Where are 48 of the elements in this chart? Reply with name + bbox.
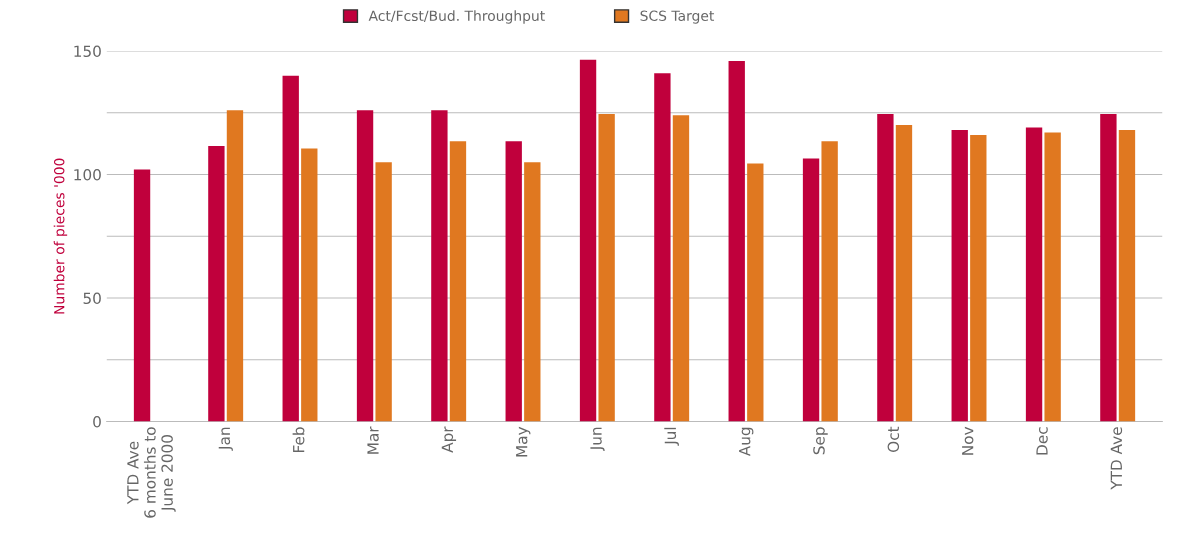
- bar: [133, 169, 151, 422]
- bar: [1118, 130, 1136, 422]
- bar: [598, 114, 615, 422]
- legend-label: Act/Fcst/Bud. Throughput: [368, 10, 545, 24]
- bar: [524, 162, 541, 422]
- x-tick-label: Apr: [441, 426, 457, 453]
- x-tick-label: Feb: [292, 427, 305, 452]
- legend-label: SCS Target: [640, 10, 715, 24]
- x-tick-label: Jul: [664, 427, 679, 446]
- bar: [579, 59, 597, 422]
- y-tick-label: 50: [83, 292, 101, 305]
- x-tick-label: Mar: [367, 426, 379, 454]
- x-tick-label: Dec: [1036, 427, 1048, 455]
- y-tick-label: 0: [93, 416, 101, 428]
- bar: [1044, 132, 1061, 422]
- y-tick-label: 150: [74, 45, 101, 58]
- bar: [301, 148, 318, 422]
- bar: [505, 141, 522, 422]
- x-tick-label: YTD Ave: [1110, 427, 1123, 490]
- x-tick-label: May: [516, 426, 531, 457]
- bar: [1025, 127, 1043, 422]
- y-axis-title: Number of pieces '000: [53, 158, 68, 314]
- bar: [208, 146, 225, 422]
- bar: [728, 60, 745, 422]
- x-tick-label: Jan: [218, 427, 233, 451]
- bar: [672, 115, 690, 422]
- bar: [970, 135, 987, 422]
- bar: [747, 163, 764, 422]
- bar: [226, 110, 244, 422]
- x-tick-label: YTD Ave 6 months to June 2000: [127, 427, 176, 518]
- bar: [1100, 114, 1117, 422]
- bar: [356, 110, 374, 422]
- bar: [449, 141, 467, 422]
- bar: [431, 110, 448, 422]
- bar: [821, 141, 838, 422]
- x-tick-label: Nov: [962, 426, 974, 455]
- x-tick-label: Oct: [887, 426, 900, 452]
- bar: [895, 125, 913, 422]
- bar: [375, 162, 392, 422]
- bar: [802, 158, 820, 422]
- bar: [654, 73, 671, 422]
- x-tick-label: Aug: [739, 427, 754, 457]
- bar: [282, 75, 299, 422]
- x-tick-label: Sep: [813, 427, 828, 455]
- bar: [951, 130, 968, 422]
- x-tick-label: Jun: [590, 427, 605, 452]
- y-tick-label: 100: [74, 168, 101, 181]
- bar: [877, 114, 894, 422]
